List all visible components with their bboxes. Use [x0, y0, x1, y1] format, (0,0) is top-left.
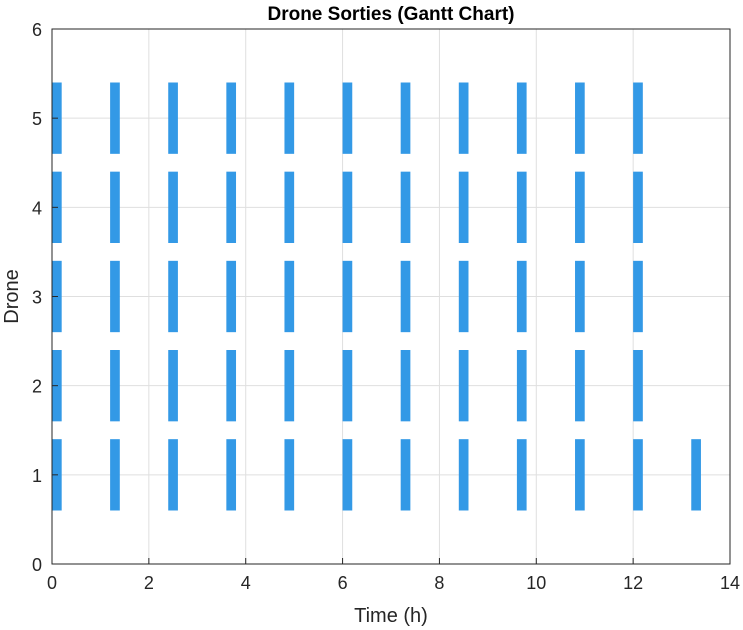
y-tick-label: 6: [32, 20, 42, 40]
sortie-bar-drone-5: [458, 82, 469, 154]
sortie-bar-drone-3: [633, 260, 643, 333]
sortie-bar-drone-3: [575, 260, 585, 333]
sortie-bar-drone-3: [458, 260, 469, 333]
sortie-bar-drone-2: [284, 350, 295, 422]
sortie-bar-drone-4: [342, 171, 353, 243]
sortie-bar-drone-2: [458, 350, 469, 422]
y-tick-label: 4: [32, 198, 42, 218]
y-axis-label: Drone: [1, 269, 23, 323]
sortie-bar-drone-3: [110, 260, 120, 333]
sortie-bar-drone-5: [284, 82, 295, 154]
x-tick-label: 14: [720, 573, 740, 593]
sortie-bar-drone-4: [516, 171, 527, 243]
x-tick-label: 8: [434, 573, 444, 593]
sortie-bar-drone-2: [226, 350, 237, 422]
sortie-bar-drone-5: [110, 82, 120, 154]
sortie-bar-drone-3: [400, 260, 411, 333]
sortie-bar-drone-5: [400, 82, 411, 154]
sortie-bar-drone-1: [691, 439, 701, 511]
sortie-bar-drone-3: [284, 260, 295, 333]
y-tick-label: 0: [32, 555, 42, 575]
sortie-bar-drone-1: [342, 439, 353, 511]
sortie-bar-drone-5: [168, 82, 178, 154]
sortie-bar-drone-5: [516, 82, 527, 154]
sortie-bar-drone-5: [226, 82, 237, 154]
sortie-bar-drone-2: [633, 350, 643, 422]
sortie-bar-drone-1: [458, 439, 469, 511]
sortie-bar-drone-4: [226, 171, 237, 243]
sortie-bar-drone-1: [633, 439, 643, 511]
x-tick-label: 10: [526, 573, 546, 593]
x-tick-label: 2: [144, 573, 154, 593]
sortie-bar-drone-3: [168, 260, 178, 333]
sortie-bar-drone-5: [633, 82, 643, 154]
sortie-bar-drone-2: [575, 350, 585, 422]
sortie-bar-drone-1: [400, 439, 411, 511]
sortie-bar-drone-4: [284, 171, 295, 243]
sortie-bar-drone-5: [575, 82, 585, 154]
sortie-bar-drone-2: [400, 350, 411, 422]
chart-title: Drone Sorties (Gantt Chart): [267, 4, 514, 25]
sortie-bar-drone-4: [110, 171, 120, 243]
sortie-bar-drone-1: [575, 439, 585, 511]
sortie-bar-drone-2: [516, 350, 527, 422]
sortie-bar-drone-4: [633, 171, 643, 243]
x-tick-label: 4: [241, 573, 251, 593]
sortie-bar-drone-1: [284, 439, 295, 511]
sortie-bar-drone-4: [575, 171, 585, 243]
sortie-bar-drone-2: [110, 350, 120, 422]
y-tick-label: 1: [32, 466, 42, 486]
sortie-bar-drone-5: [342, 82, 353, 154]
x-tick-label: 6: [338, 573, 348, 593]
sortie-bar-drone-1: [516, 439, 527, 511]
sortie-bar-drone-1: [168, 439, 178, 511]
sortie-bar-drone-2: [342, 350, 353, 422]
sortie-bar-drone-4: [168, 171, 178, 243]
y-tick-label: 2: [32, 377, 42, 397]
y-tick-label: 5: [32, 109, 42, 129]
sortie-bar-drone-4: [400, 171, 411, 243]
sortie-bar-drone-3: [342, 260, 353, 333]
sortie-bar-drone-3: [516, 260, 527, 333]
x-axis-label: Time (h): [354, 605, 428, 627]
y-tick-label: 3: [32, 288, 42, 308]
sortie-bar-drone-2: [168, 350, 178, 422]
sortie-bar-drone-1: [226, 439, 237, 511]
sortie-bar-drone-1: [110, 439, 120, 511]
sortie-bar-drone-4: [458, 171, 469, 243]
sortie-bar-drone-3: [226, 260, 237, 333]
x-tick-label: 12: [623, 573, 643, 593]
x-tick-label: 0: [47, 573, 57, 593]
